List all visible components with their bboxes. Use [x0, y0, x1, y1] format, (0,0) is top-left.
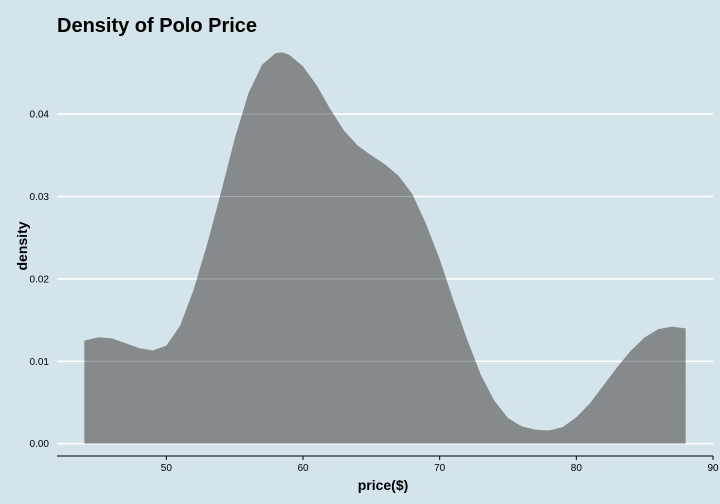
density-area-group — [57, 52, 713, 445]
y-tick-label: 0.00 — [30, 439, 50, 450]
density-area — [84, 52, 686, 444]
y-tick-label: 0.03 — [30, 192, 50, 203]
x-tick-label: 50 — [161, 463, 173, 474]
x-tick-label: 90 — [707, 463, 719, 474]
x-axis-ticks: 50 60 70 80 90 — [161, 456, 719, 474]
x-axis-title: price($) — [358, 477, 409, 493]
y-axis-ticks: 0.00 0.01 0.02 0.03 0.04 — [30, 110, 50, 451]
y-tick-label: 0.04 — [30, 110, 50, 121]
y-tick-label: 0.02 — [30, 274, 50, 285]
y-axis-title: density — [14, 221, 30, 270]
x-tick-label: 80 — [571, 463, 583, 474]
x-tick-label: 70 — [434, 463, 446, 474]
y-tick-label: 0.01 — [30, 357, 50, 368]
chart-title: Density of Polo Price — [57, 15, 257, 37]
x-tick-label: 60 — [297, 463, 309, 474]
